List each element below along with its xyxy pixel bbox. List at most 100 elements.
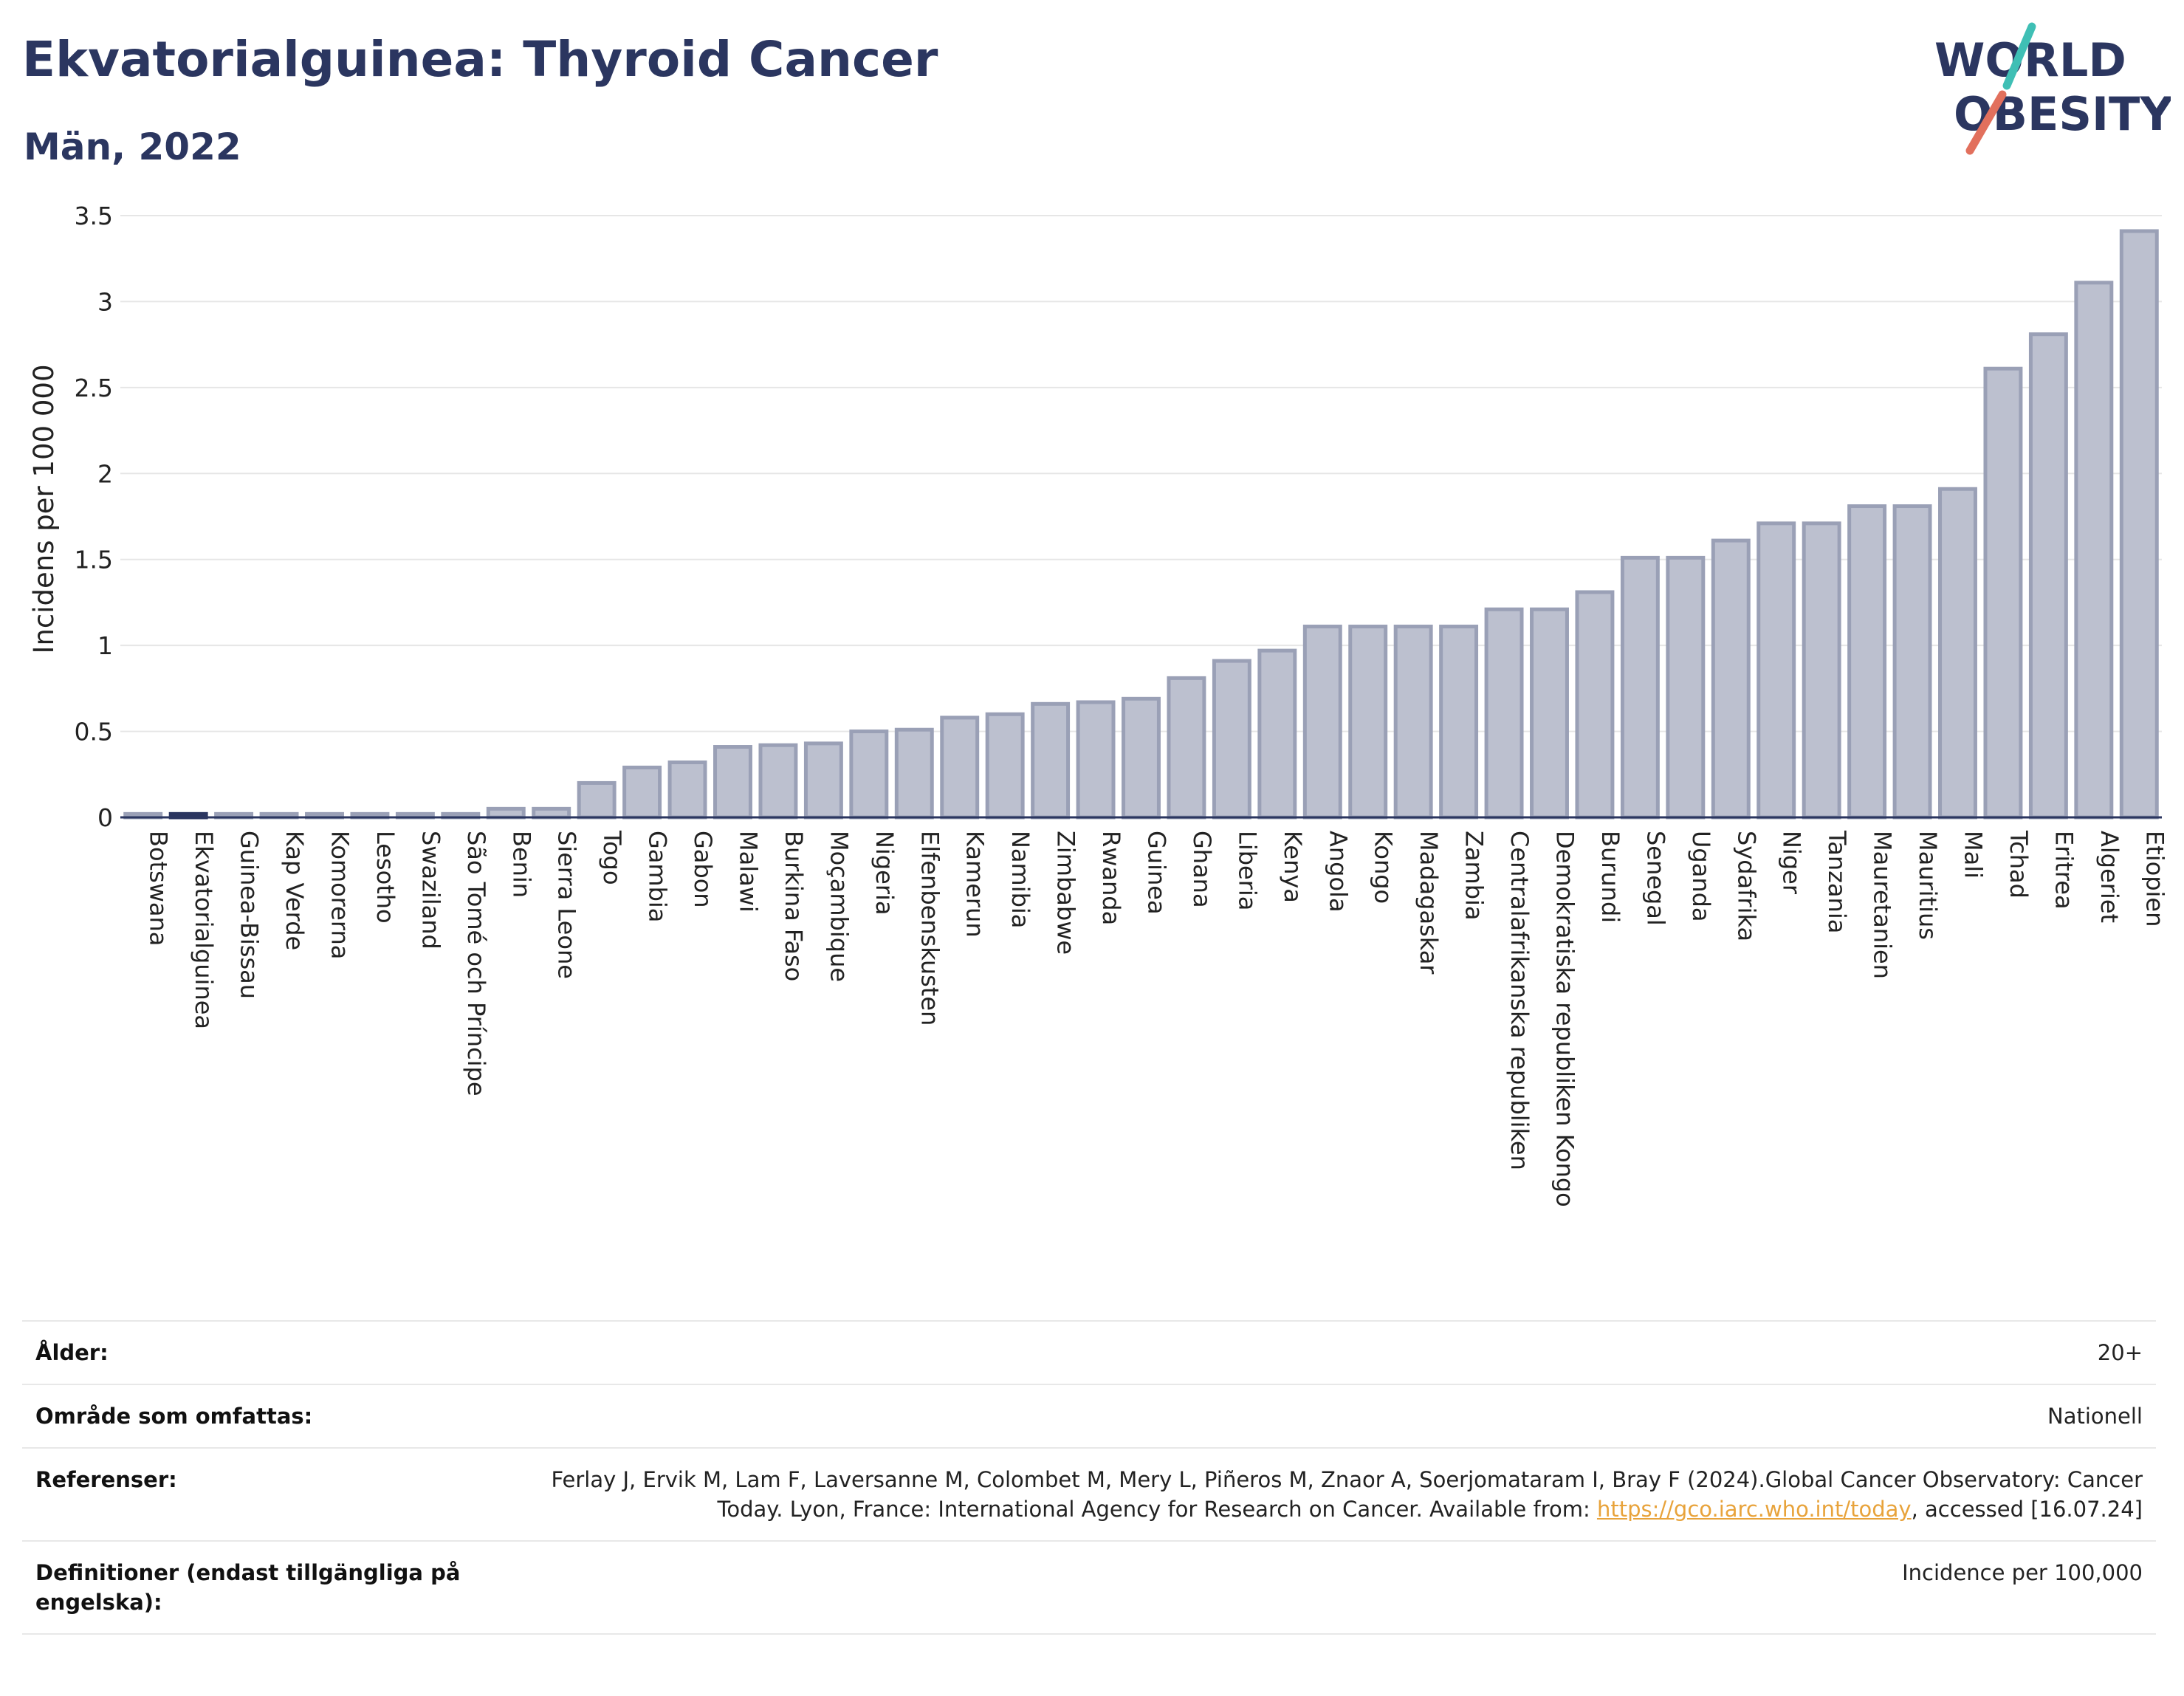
bar — [486, 806, 526, 820]
y-tick-label: 0 — [97, 803, 113, 832]
bar — [667, 760, 707, 820]
x-tick-label: Kenya — [1279, 831, 1307, 903]
reference-text: Ferlay J, Ervik M, Lam F, Laversanne M, … — [551, 1467, 2143, 1522]
x-tick-label: Komorerna — [326, 831, 354, 959]
bar — [1257, 648, 1297, 820]
bar — [622, 765, 662, 820]
x-tick-label: Burundi — [1596, 831, 1624, 923]
x-tick-label: Elfenbenskusten — [916, 831, 944, 1026]
x-tick-label: Botswana — [145, 831, 173, 946]
x-tick-label: Demokratiska republiken Kongo — [1551, 831, 1579, 1207]
bar — [532, 806, 571, 820]
info-table: Ålder: 20+ Område som omfattas: Nationel… — [22, 1320, 2156, 1635]
x-tick-label: Centralafrikanska republiken — [1505, 831, 1534, 1170]
bar — [1122, 696, 1161, 820]
info-value-references: Ferlay J, Ervik M, Lam F, Laversanne M, … — [492, 1448, 2156, 1541]
x-tick-label: Uganda — [1687, 831, 1715, 922]
x-tick-label: Ekvatorialguinea — [190, 831, 218, 1029]
bar — [1711, 538, 1751, 820]
info-key-area: Område som omfattas: — [35, 1404, 313, 1429]
x-tick-label: Nigeria — [870, 831, 899, 915]
info-value-age: 20+ — [2097, 1340, 2143, 1365]
x-tick-label: Burkina Faso — [780, 831, 808, 981]
x-tick-label: Niger — [1778, 831, 1806, 895]
bar — [1302, 625, 1342, 820]
x-tick-label: Eritrea — [2050, 831, 2078, 910]
bar — [1938, 487, 1977, 820]
x-tick-label: Lesotho — [371, 831, 399, 924]
x-tick-label: Mauritius — [1914, 831, 1942, 940]
bar — [1439, 625, 1479, 820]
info-row-references: Referenser: Ferlay J, Ervik M, Lam F, La… — [22, 1448, 2156, 1541]
bar — [1757, 521, 1796, 820]
bar — [1076, 700, 1116, 820]
logo-slash-teal — [2002, 22, 2036, 90]
x-tick-label: Guinea — [1143, 831, 1171, 915]
x-tick-label: Liberia — [1233, 831, 1261, 910]
x-tick-label: Moçambique — [825, 831, 853, 982]
x-tick-label: Rwanda — [1097, 831, 1125, 925]
bar — [1575, 590, 1615, 820]
info-key-references: Referenser: — [35, 1467, 177, 1492]
info-row-age: Ålder: 20+ — [22, 1321, 2156, 1384]
x-tick-label: Gabon — [689, 831, 717, 908]
x-tick-label: Algeriet — [2095, 831, 2123, 923]
bar — [577, 780, 617, 820]
y-tick-label: 3.5 — [75, 202, 113, 230]
bar — [1983, 366, 2023, 820]
bar — [940, 715, 980, 820]
x-tick-label: Etiopien — [2140, 831, 2168, 927]
world-obesity-logo: WORLD OBESITY — [1934, 22, 2171, 155]
x-tick-label: Swaziland — [416, 831, 444, 950]
y-axis-label: Incidens per 100 000 — [28, 365, 60, 654]
bar — [1892, 504, 1932, 820]
y-tick-label: 1 — [97, 631, 113, 660]
x-tick-label: Kamerun — [961, 831, 989, 938]
x-tick-label: Gambia — [644, 831, 672, 922]
x-tick-label: Tchad — [2005, 830, 2033, 899]
x-tick-label: Zambia — [1460, 831, 1488, 921]
x-tick-label: Kongo — [1370, 831, 1398, 904]
bar — [2028, 332, 2068, 820]
bar — [1666, 555, 1706, 820]
reference-link[interactable]: https://gco.iarc.who.int/today — [1596, 1497, 1912, 1522]
x-tick-label: Zimbabwe — [1052, 831, 1080, 955]
logo-slash-coral — [1965, 90, 2007, 155]
bar — [894, 727, 934, 820]
bars — [123, 229, 2159, 820]
page-subtitle: Män, 2022 — [24, 126, 241, 168]
bar — [758, 743, 798, 820]
bar — [2119, 229, 2159, 820]
bar — [803, 741, 843, 820]
info-key-age: Ålder: — [35, 1340, 109, 1365]
bar — [1484, 607, 1524, 820]
x-tick-label: Namibia — [1006, 831, 1034, 928]
bar — [1348, 625, 1388, 820]
bar — [1031, 701, 1071, 820]
x-tick-label: Togo — [598, 830, 626, 885]
x-axis-ticks: Botswana Ekvatorialguinea Guinea-Bissau Kap… — [145, 830, 2169, 1207]
x-tick-label: Malawi — [735, 831, 763, 913]
info-row-definitions: Definitioner (endast tillgängliga på eng… — [22, 1541, 2156, 1634]
y-tick-label: 0.5 — [75, 718, 113, 746]
bar — [1393, 625, 1433, 820]
logo-line-1: WORLD — [1934, 33, 2126, 87]
bar — [1847, 504, 1887, 820]
x-tick-label: Sydafrika — [1732, 831, 1760, 941]
bar — [1620, 555, 1660, 820]
y-axis-ticks: 0 0.5 1 1.5 2 2.5 3 3.5 — [75, 202, 113, 832]
bar-chart: 0 0.5 1 1.5 2 2.5 3 3.5 Botswana Ekvatorialguine… — [28, 202, 2169, 1207]
x-tick-label: São Tomé och Príncipe — [462, 831, 490, 1096]
info-value-definitions: Incidence per 100,000 — [1902, 1560, 2143, 1585]
info-key-definitions: Definitioner (endast tillgängliga på eng… — [35, 1560, 461, 1615]
y-tick-label: 1.5 — [75, 546, 113, 574]
x-tick-label: Sierra Leone — [553, 831, 581, 979]
bar — [1530, 607, 1569, 820]
y-tick-label: 2 — [97, 459, 113, 488]
info-row-area: Område som omfattas: Nationell — [22, 1384, 2156, 1448]
reference-accessed: , accessed [16.07.24] — [1911, 1497, 2143, 1522]
y-tick-label: 2.5 — [75, 374, 113, 402]
y-tick-label: 3 — [97, 287, 113, 316]
x-tick-label: Mali — [1960, 831, 1988, 879]
x-tick-label: Kap Verde — [281, 831, 309, 950]
